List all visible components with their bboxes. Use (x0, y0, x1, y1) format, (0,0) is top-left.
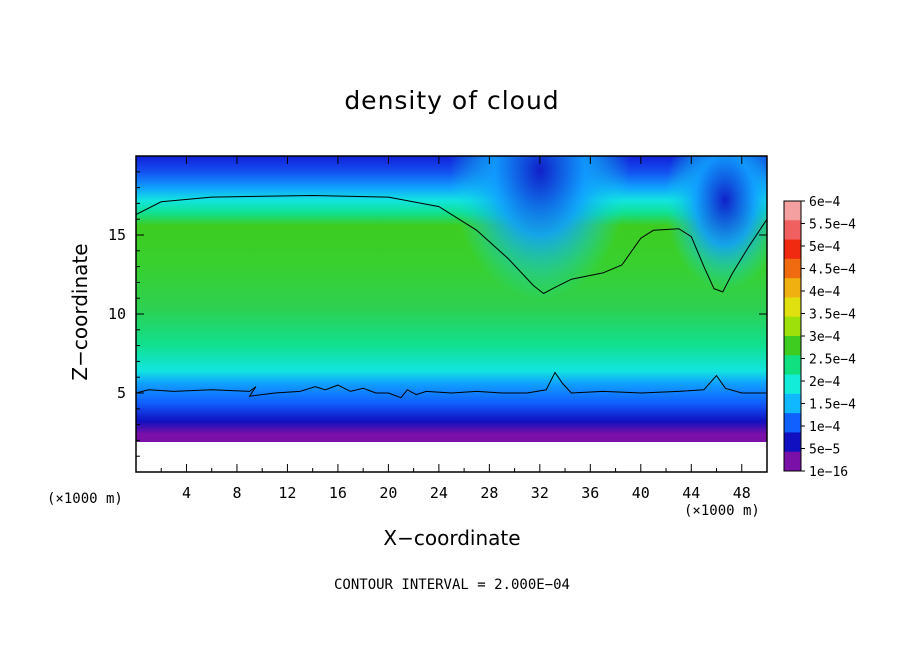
x-axis: 4 8 12 16 20 24 28 32 36 40 44 48 (160, 156, 751, 502)
x-tick-label: 44 (682, 484, 700, 502)
colorbar-swatch (784, 201, 801, 221)
colorbar-swatch (784, 336, 801, 356)
x-tick-label: 20 (379, 484, 397, 502)
x-tick-label: 4 (182, 484, 191, 502)
colorbar-label: 5e−5 (809, 443, 840, 458)
y-axis: 5 10 15 (108, 171, 767, 457)
y-tick-label: 5 (117, 384, 126, 402)
colorbar-swatch (784, 278, 801, 298)
low-density-region (665, 156, 767, 290)
colorbar-swatch (784, 451, 801, 472)
colorbar-label: 4.5e−4 (809, 263, 856, 278)
contour-interval-note: CONTOUR INTERVAL = 2.000E−04 (333, 577, 570, 593)
y-axis-label: Z−coordinate (68, 243, 92, 381)
colorbar-label: 4e−4 (809, 285, 840, 300)
x-tick-label: 16 (329, 484, 347, 502)
colorbar-label: 2e−4 (809, 375, 840, 390)
x-tick-label: 36 (581, 484, 599, 502)
colorbar-swatch (784, 316, 801, 337)
colorbar-label: 6e−4 (809, 195, 840, 210)
colorbar-label: 1e−16 (809, 465, 848, 480)
colorbar-label: 1e−4 (809, 420, 840, 435)
colorbar-label: 2.5e−4 (809, 353, 856, 368)
x-unit-left: (×1000 m) (47, 491, 123, 507)
colorbar-label: 3.5e−4 (809, 308, 856, 323)
colorbar-label: 5e−4 (809, 240, 840, 255)
colorbar-swatch (784, 355, 801, 376)
x-tick-label: 48 (733, 484, 751, 502)
y-tick-label: 15 (108, 226, 126, 244)
colorbar-label: 3e−4 (809, 330, 840, 345)
colorbar-label: 1.5e−4 (809, 398, 856, 413)
contour-lines (136, 194, 767, 399)
colorbar-swatch (784, 432, 801, 453)
colorbar-swatch (784, 297, 801, 318)
contour-line-lower (136, 371, 767, 399)
density-field (136, 156, 767, 472)
plot-area (136, 156, 767, 472)
colorbar-label: 5.5e−4 (809, 218, 856, 233)
contour-line-upper (136, 194, 767, 295)
x-unit-right: (×1000 m) (684, 503, 760, 519)
x-axis-label: X−coordinate (383, 526, 521, 550)
colorbar-swatch (784, 239, 801, 260)
colorbar: 6e−4 5.5e−4 5e−4 4.5e−4 4e−4 3.5e−4 3e−4 2.5e−4… (783, 195, 856, 480)
x-tick-label: 12 (278, 484, 296, 502)
colorbar-swatch (784, 413, 801, 433)
colorbar-swatch (784, 374, 801, 395)
x-tick-label: 28 (480, 484, 498, 502)
x-tick-label: 40 (632, 484, 650, 502)
x-tick-label: 32 (531, 484, 549, 502)
chart-title: density of cloud (344, 86, 560, 115)
colorbar-swatch (784, 258, 801, 279)
x-tick-label: 8 (232, 484, 241, 502)
low-density-region (450, 156, 630, 300)
y-tick-label: 10 (108, 305, 126, 323)
colorbar-swatch (784, 393, 801, 414)
colorbar-swatch (784, 220, 801, 241)
x-tick-label: 24 (430, 484, 448, 502)
